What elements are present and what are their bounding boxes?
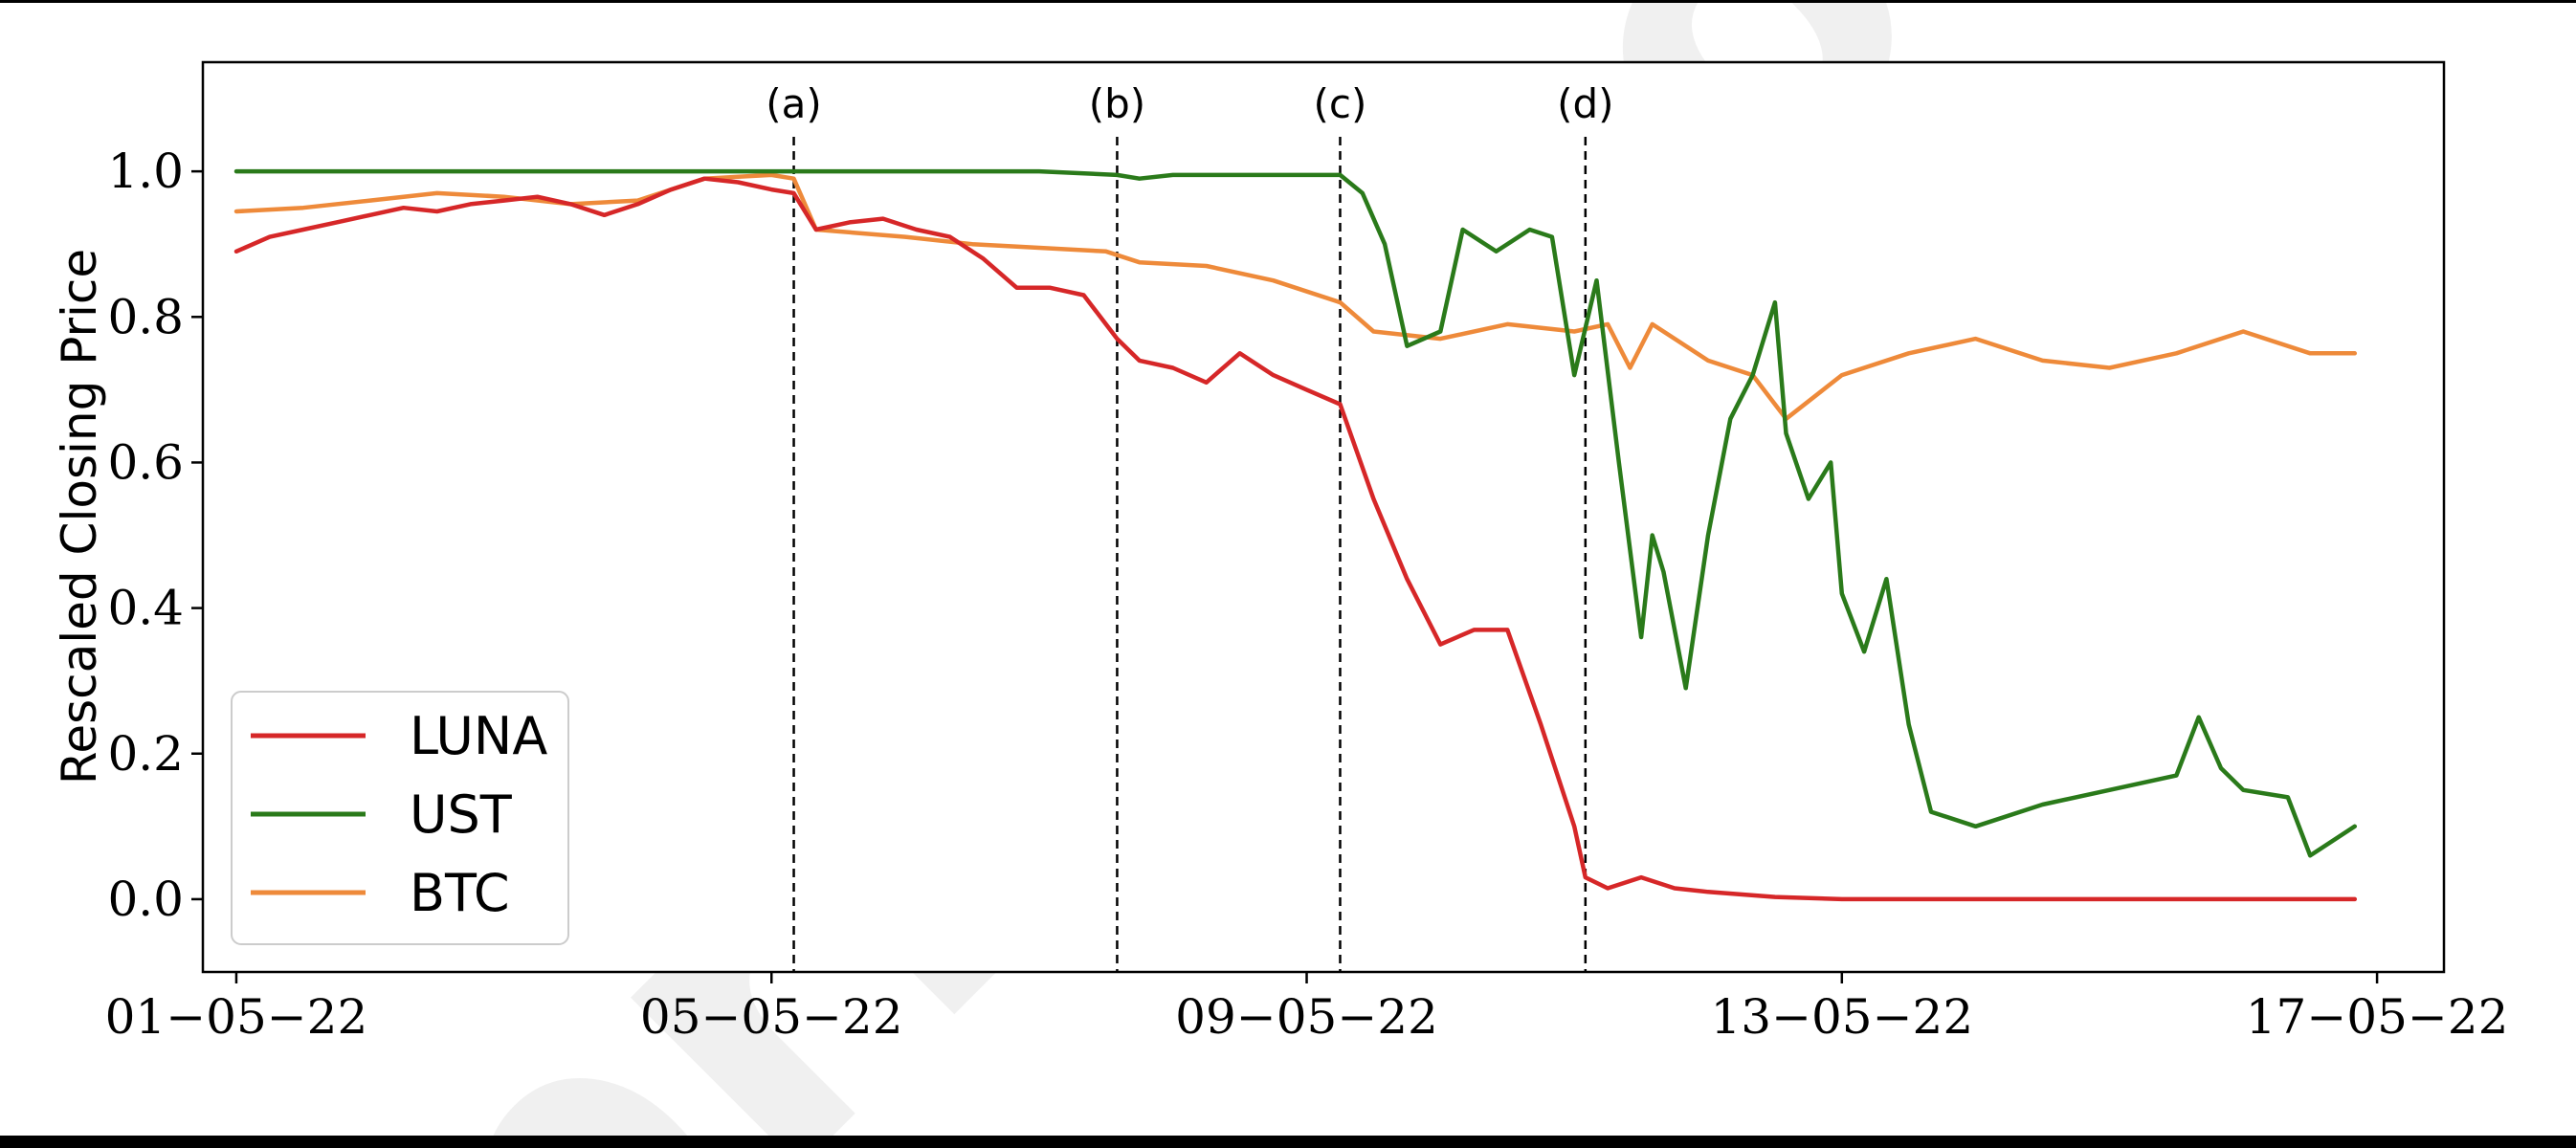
- event-label-3: (c): [1314, 80, 1367, 127]
- plot-area: [201, 60, 2446, 974]
- figure-page: print not p (a)(b)(c)(d) 0.00.20.40.60.8…: [0, 3, 2576, 1136]
- y-tick-label: 0.2: [107, 726, 184, 782]
- y-tick-label: 1.0: [107, 144, 184, 199]
- event-markers: (a) (b) (c) (d): [766, 80, 1614, 972]
- legend-box: [231, 691, 569, 945]
- x-tick-label: 05−05−22: [640, 989, 903, 1045]
- legend-label-ust: UST: [410, 784, 513, 845]
- legend: LUNA UST BTC: [231, 691, 569, 945]
- series-line-btc: [233, 172, 2358, 422]
- y-tick-label: 0.6: [107, 434, 184, 490]
- y-tick-label: 0.8: [107, 289, 184, 344]
- y-axis: 0.0 0.2 0.4 0.6 0.8 1.0: [107, 144, 203, 927]
- x-tick-label: 17−05−22: [2246, 989, 2509, 1045]
- line-chart: (a) (b) (c) (d) 0.0 0.2 0.4 0.6 0.8 1.0 01−05−22…: [52, 60, 2509, 1045]
- event-label-2: (b): [1089, 80, 1145, 127]
- x-tick-label: 01−05−22: [105, 989, 368, 1045]
- x-tick-label: 09−05−22: [1175, 989, 1438, 1045]
- y-tick-label: 0.4: [107, 581, 184, 636]
- x-tick-label: 13−05−22: [1710, 989, 1973, 1045]
- x-axis: 01−05−22 05−05−22 09−05−22 13−05−22 17−05−22: [105, 972, 2509, 1045]
- event-label-4: (d): [1557, 80, 1613, 127]
- y-axis-title: Rescaled Closing Price: [52, 249, 107, 784]
- event-label-1: (a): [766, 80, 822, 127]
- legend-label-luna: LUNA: [410, 706, 547, 766]
- series-lines: [233, 168, 2358, 902]
- series-line-ust: [233, 168, 2358, 858]
- legend-label-btc: BTC: [410, 863, 510, 923]
- series-line-luna: [233, 176, 2358, 902]
- y-tick-label: 0.0: [107, 872, 184, 927]
